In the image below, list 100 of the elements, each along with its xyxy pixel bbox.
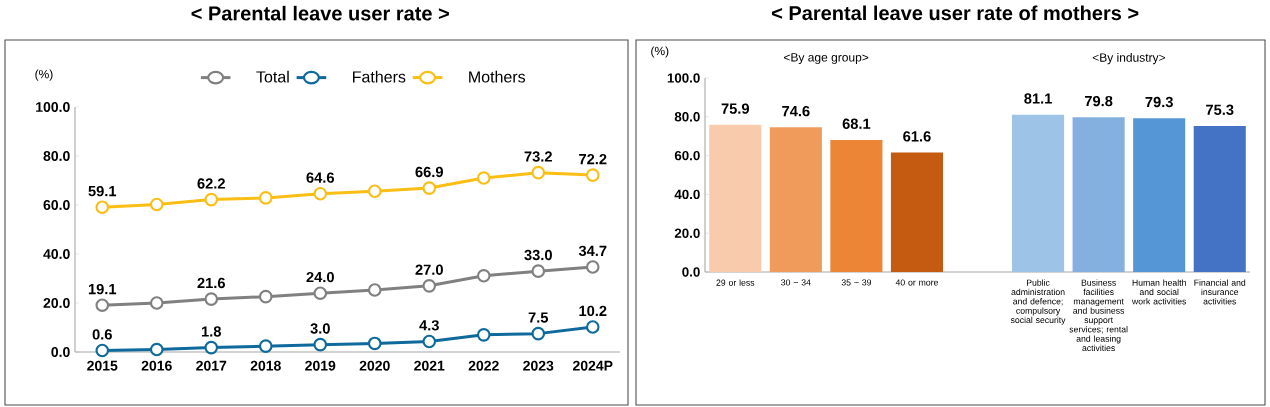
x-tick-label: 2024P <box>573 360 613 371</box>
x-tick-label: 2016 <box>141 360 172 371</box>
bar <box>830 139 883 272</box>
y-tick-label: 0.0 <box>682 267 700 277</box>
data-label: 33.0 <box>524 249 552 261</box>
text: <By age group> <box>784 53 869 64</box>
x-tick-label: 30 ~ 34 <box>781 279 811 286</box>
data-label: 19.1 <box>88 283 117 295</box>
point <box>204 192 219 207</box>
point <box>422 279 437 293</box>
point <box>95 200 110 215</box>
data-label: 10.2 <box>579 305 607 317</box>
point <box>258 191 273 205</box>
x-tick-label: 2018 <box>250 360 281 371</box>
point <box>204 292 219 306</box>
y-axis-title: (%) <box>35 69 53 81</box>
point <box>313 186 328 201</box>
y-tick-label: 100.0 <box>36 102 70 112</box>
bar <box>1072 117 1125 272</box>
point <box>149 342 164 357</box>
point <box>95 343 110 358</box>
bar <box>1133 118 1186 272</box>
x-tick-label: 2015 <box>87 360 118 371</box>
data-label: 21.6 <box>197 277 225 289</box>
x-tick-label: 2021 <box>414 360 445 371</box>
x-tick-label: Business facilities management and business support services; rental and leasing activities <box>1069 279 1128 352</box>
point <box>531 264 546 278</box>
point <box>313 337 328 352</box>
data-label: 4.3 <box>419 320 439 331</box>
y-tick-label: 80.0 <box>674 112 700 122</box>
x-tick-label: 2022 <box>468 360 499 371</box>
point <box>476 269 491 283</box>
text: <By industry> <box>1092 53 1165 65</box>
bar <box>769 127 822 272</box>
data-label: 0.6 <box>92 329 112 340</box>
x-tick-label: Public administration and defence; compulsory social security <box>1010 279 1066 325</box>
data-label: 68.1 <box>842 118 871 129</box>
point <box>258 289 273 304</box>
bar <box>890 152 943 272</box>
y-tick-label: 60.0 <box>674 150 700 161</box>
x-tick-label: 40 or more <box>895 279 938 286</box>
x-tick-label: 2017 <box>196 360 227 371</box>
point <box>149 197 164 212</box>
point <box>476 328 491 342</box>
data-label: 27.0 <box>415 264 443 275</box>
point <box>149 296 164 310</box>
point <box>585 320 600 334</box>
point <box>313 286 328 300</box>
point <box>367 184 382 199</box>
point <box>367 336 382 351</box>
data-label: 59.1 <box>88 185 117 197</box>
data-label: 72.2 <box>579 153 607 165</box>
data-label: 1.8 <box>201 326 221 337</box>
legend-label: Mothers <box>469 70 526 83</box>
x-tick-label: 35 ~ 39 <box>841 279 872 286</box>
data-label: 73.2 <box>524 151 552 162</box>
x-tick-label: 29 or less <box>716 279 755 286</box>
y-tick-label: 40.0 <box>674 189 700 200</box>
legend-label: Total <box>256 70 289 83</box>
data-label: 61.6 <box>903 131 931 142</box>
bar <box>1012 114 1065 272</box>
y-tick-label: 0.0 <box>51 347 70 357</box>
x-tick-label: 2020 <box>359 360 390 371</box>
y-tick-label: 60.0 <box>43 200 70 210</box>
x-tick-label: Financial and insurance activities <box>1194 279 1246 305</box>
data-label: 81.1 <box>1024 93 1052 104</box>
data-label: 7.5 <box>528 312 549 323</box>
legend-label: Fathers <box>353 70 406 83</box>
data-label: 79.8 <box>1084 95 1113 107</box>
point <box>585 260 600 274</box>
data-label: 75.3 <box>1206 104 1234 115</box>
y-tick-label: 20.0 <box>674 228 700 238</box>
point <box>95 298 110 313</box>
point <box>585 168 600 182</box>
point <box>531 326 546 341</box>
x-tick-label: 2019 <box>305 360 336 371</box>
data-label: 24.0 <box>306 271 334 283</box>
y-tick-label: 40.0 <box>43 249 70 259</box>
point <box>476 171 491 185</box>
point <box>531 165 546 180</box>
bar <box>709 124 762 272</box>
point <box>367 283 382 297</box>
y-tick-label: 80.0 <box>43 151 70 161</box>
data-label: 66.9 <box>415 166 443 178</box>
y-tick-label: 100.0 <box>667 73 700 83</box>
data-label: 64.6 <box>306 172 334 183</box>
chart-title: < Parental leave user rate of mothers > <box>772 5 1139 21</box>
data-label: 3.0 <box>310 323 330 334</box>
point <box>422 181 437 195</box>
x-tick-label: 2023 <box>523 360 554 371</box>
data-label: 75.9 <box>721 103 750 114</box>
point <box>258 339 273 353</box>
chart-title: < Parental leave user rate > <box>191 5 449 21</box>
data-label: 74.6 <box>782 105 810 117</box>
bar <box>1193 125 1246 272</box>
point <box>422 334 437 349</box>
x-tick-label: Human health and social work activities <box>1131 279 1187 305</box>
y-tick-label: 20.0 <box>43 298 70 308</box>
point <box>204 340 219 355</box>
y-axis-title: (%) <box>651 46 669 58</box>
